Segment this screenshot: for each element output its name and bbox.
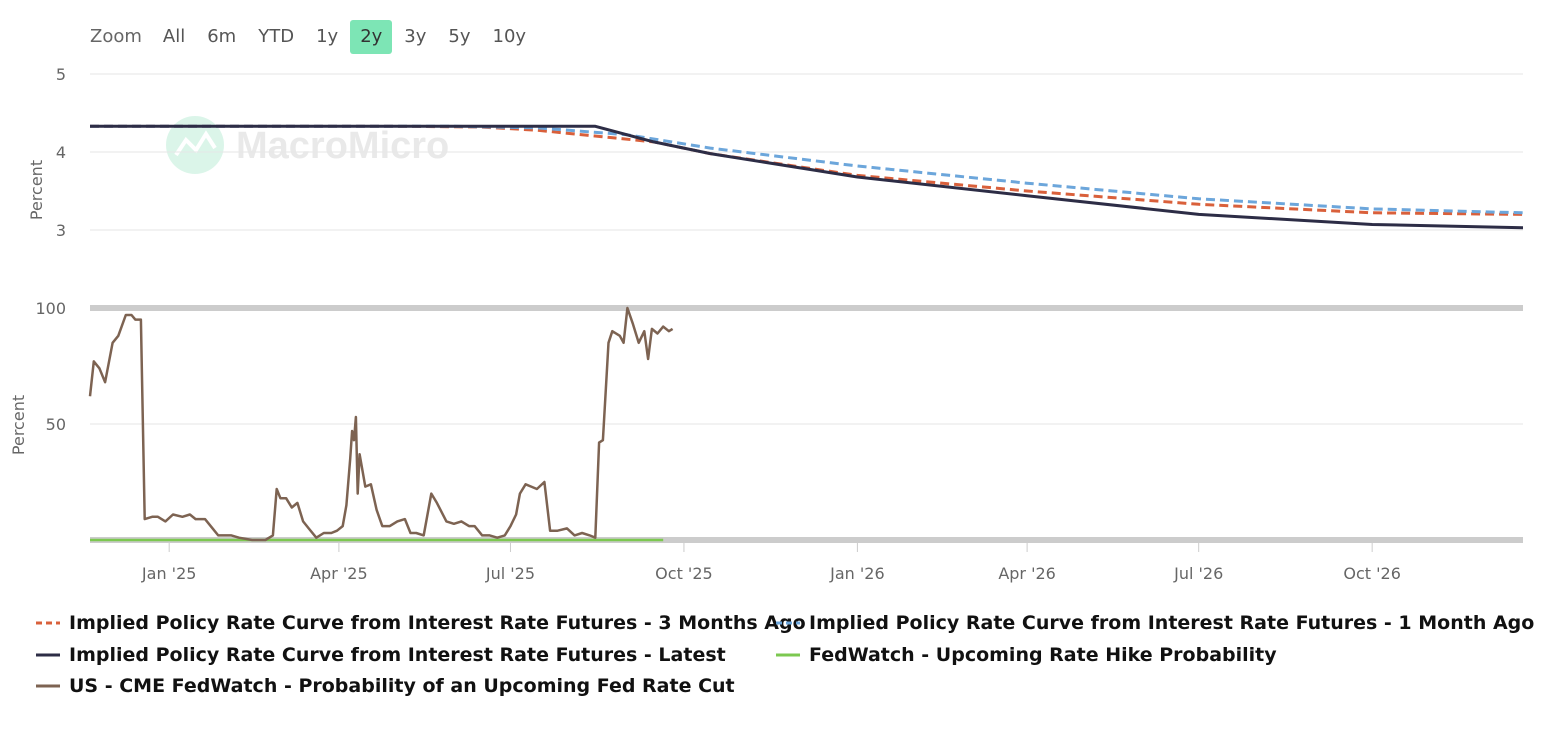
zoom-button-5y[interactable]: 5y	[448, 26, 471, 47]
zoom-button-all[interactable]: All	[162, 26, 186, 47]
legend-swatch	[776, 620, 800, 626]
legend-label: Implied Policy Rate Curve from Interest …	[809, 612, 1535, 634]
y-tick-label: 5	[56, 65, 66, 84]
x-tick-label: Oct '26	[1343, 564, 1401, 583]
legend-label: Implied Policy Rate Curve from Interest …	[69, 644, 726, 666]
chart-canvas: MacroMicro 3 4 5 Percent 50 100 Percent Jan '25…	[9, 65, 1524, 583]
axes-layer: 3 4 5 Percent 50 100 Percent Jan '25 Apr '25 Jul …	[9, 65, 1401, 583]
x-tick-label: Jan '26	[829, 564, 885, 583]
legend-label: FedWatch - Upcoming Rate Hike Probabilit…	[809, 644, 1277, 666]
legend-item[interactable]: FedWatch - Upcoming Rate Hike Probabilit…	[776, 644, 1277, 666]
zoom-button-10y[interactable]: 10y	[492, 26, 527, 47]
y-tick-label: 4	[56, 143, 66, 162]
zoom-button-ytd[interactable]: YTD	[258, 26, 295, 47]
zoom-button-2y[interactable]: 2y	[350, 20, 393, 54]
y-tick-label: 100	[35, 299, 66, 318]
x-tick-label: Apr '26	[998, 564, 1056, 583]
x-tick-label: Apr '25	[310, 564, 368, 583]
y-tick-label: 3	[56, 221, 66, 240]
legend-item[interactable]: US - CME FedWatch - Probability of an Up…	[36, 675, 735, 697]
series-line-us-cme-fedwatch-probability-of-an-upcoming-fed-rate-cut[interactable]	[88, 306, 674, 542]
legend-item[interactable]: Implied Policy Rate Curve from Interest …	[36, 644, 726, 666]
watermark-text: MacroMicro	[236, 125, 449, 167]
legend-item[interactable]: Implied Policy Rate Curve from Interest …	[776, 612, 1534, 634]
legend-swatch	[776, 652, 800, 658]
zoom-button-3y[interactable]: 3y	[404, 26, 427, 47]
legend-swatch	[36, 652, 60, 658]
x-tick-label: Jan '25	[141, 564, 197, 583]
series-line-implied-policy-rate-curve-from-interest-rate-futures-latest[interactable]	[90, 124, 1524, 230]
y-tick-label: 50	[46, 415, 66, 434]
legend-label: US - CME FedWatch - Probability of an Up…	[69, 675, 735, 697]
y-axis-label: Percent	[9, 395, 28, 455]
zoom-button-6m[interactable]: 6m	[207, 26, 237, 47]
x-tick-label: Oct '25	[655, 564, 713, 583]
x-tick-label: Jul '26	[1173, 564, 1223, 583]
legend-label: Implied Policy Rate Curve from Interest …	[69, 612, 806, 634]
legend-swatch	[36, 620, 60, 626]
y-axis-label: Percent	[27, 160, 46, 220]
watermark-icon	[166, 116, 224, 174]
x-tick-label: Jul '25	[485, 564, 535, 583]
zoom-toolbar: Zoom All 6m YTD 1y 2y 3y 5y 10y	[80, 20, 537, 54]
zoom-label: Zoom	[90, 26, 142, 47]
series-layer	[88, 124, 1524, 542]
legend-swatch	[36, 683, 60, 689]
legend-item[interactable]: Implied Policy Rate Curve from Interest …	[36, 612, 806, 634]
zoom-button-1y[interactable]: 1y	[316, 26, 339, 47]
watermark-logo: MacroMicro	[166, 116, 449, 174]
